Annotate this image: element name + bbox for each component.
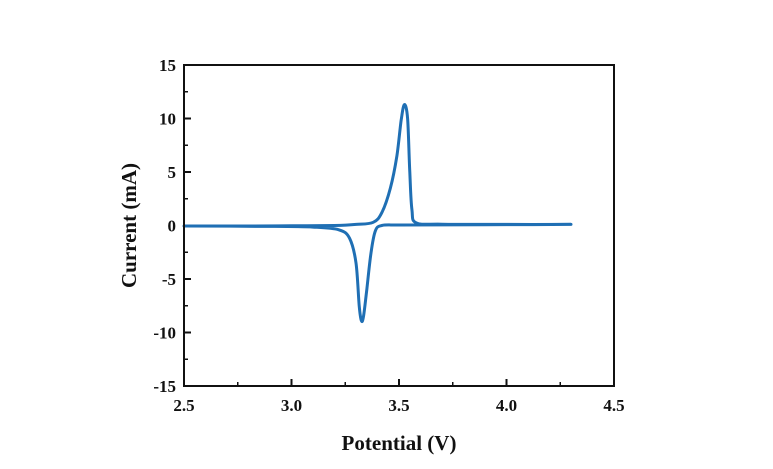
y-tick-label: 5 (168, 163, 177, 182)
y-tick-label: 10 (159, 110, 176, 129)
y-axis-label: Current (mA) (117, 163, 141, 288)
cv-curve-series (182, 103, 573, 324)
x-tick-label: 4.5 (603, 396, 624, 415)
y-tick-label: -5 (162, 270, 176, 289)
plot-frame (183, 64, 615, 387)
y-tick-label: -15 (153, 377, 176, 396)
x-axis-ticks: 2.5 3.0 3.5 4.0 4.5 (173, 379, 625, 415)
x-tick-label: 3.0 (281, 396, 302, 415)
y-tick-label: -10 (153, 324, 176, 343)
x-tick-label: 3.5 (388, 396, 409, 415)
x-axis-label: Potential (V) (342, 431, 457, 455)
y-tick-label: 15 (159, 56, 176, 75)
x-tick-label: 2.5 (173, 396, 194, 415)
y-tick-label: 0 (168, 217, 177, 236)
x-tick-label: 4.0 (496, 396, 517, 415)
